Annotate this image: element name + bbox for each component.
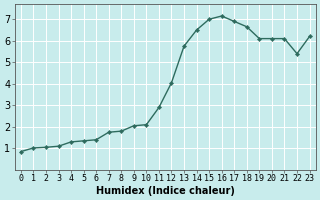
X-axis label: Humidex (Indice chaleur): Humidex (Indice chaleur) — [96, 186, 235, 196]
